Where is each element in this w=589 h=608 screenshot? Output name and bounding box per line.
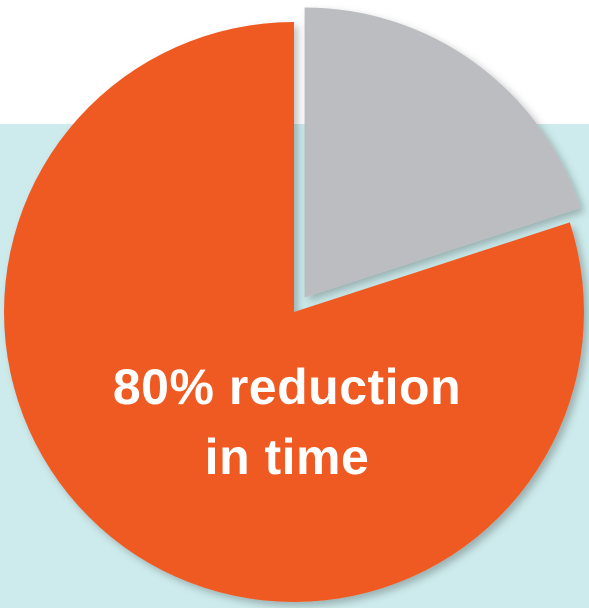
slice-label-line-1: 80% reduction [113,359,461,415]
pie-slices [3,7,584,602]
pie-slice-grey [304,7,581,298]
slice-label-line-2: in time [205,429,370,485]
pie-slice-orange [3,22,584,602]
